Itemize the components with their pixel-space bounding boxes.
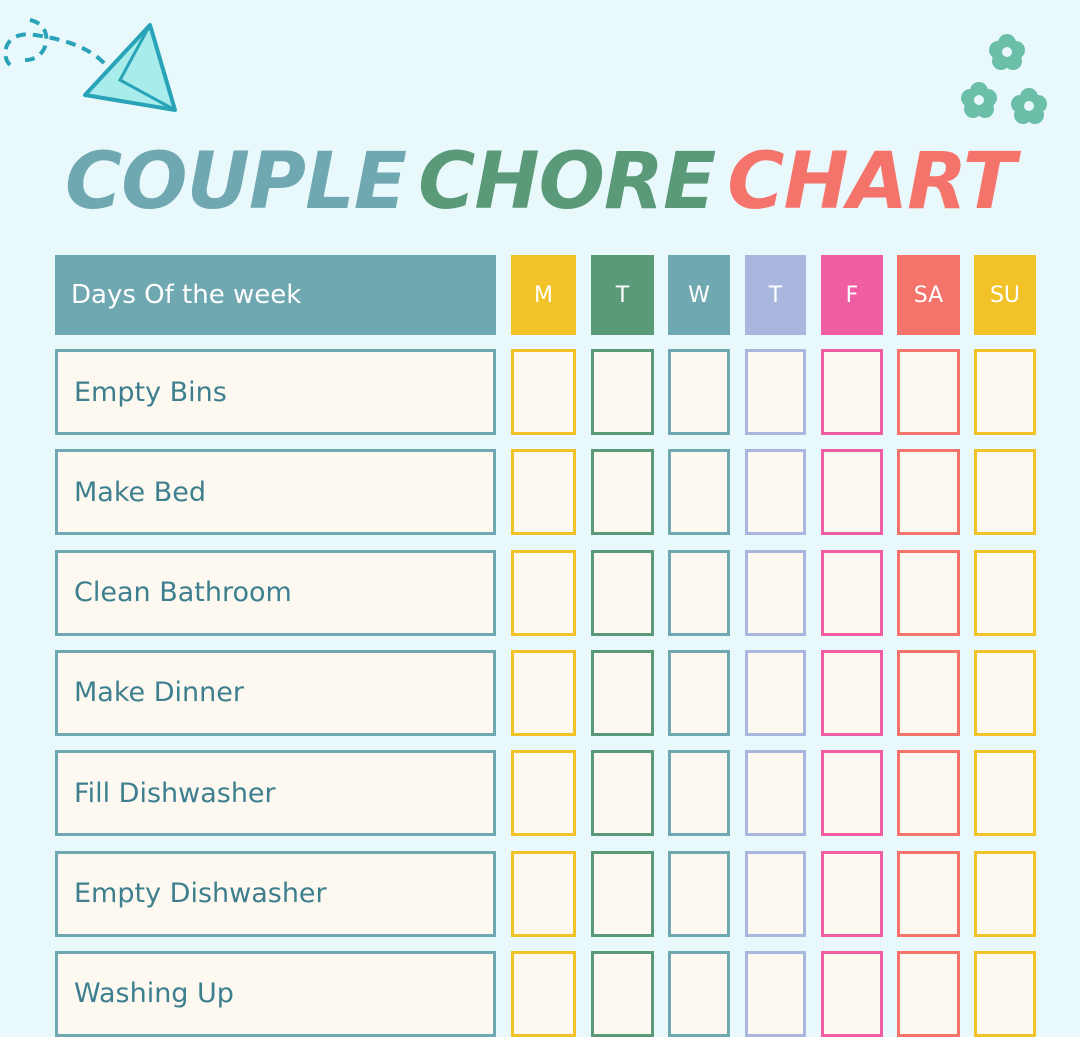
checkbox-cell[interactable] xyxy=(821,449,883,536)
checkbox-cell[interactable] xyxy=(897,850,960,937)
checkbox-cell[interactable] xyxy=(511,549,576,636)
checkbox-cell[interactable] xyxy=(974,549,1036,636)
checkbox-cell[interactable] xyxy=(591,449,654,536)
checkbox-cell[interactable] xyxy=(897,549,960,636)
checkbox-cell[interactable] xyxy=(974,750,1036,837)
checkbox-cell[interactable] xyxy=(591,649,654,736)
checkbox-cell[interactable] xyxy=(821,750,883,837)
checkbox-cell[interactable] xyxy=(591,750,654,837)
checkbox-cell[interactable] xyxy=(511,649,576,736)
day-header: W xyxy=(668,255,730,335)
checkbox-cell[interactable] xyxy=(668,449,730,536)
day-header: SA xyxy=(897,255,960,335)
flowers-icon xyxy=(961,34,1047,124)
checkbox-cell[interactable] xyxy=(668,349,730,435)
header-label: Days Of the week xyxy=(55,255,496,335)
checkbox-cell[interactable] xyxy=(897,449,960,536)
checkbox-cell[interactable] xyxy=(511,449,576,536)
checkbox-cell[interactable] xyxy=(821,850,883,937)
checkbox-cell[interactable] xyxy=(974,349,1036,435)
checkbox-cell[interactable] xyxy=(668,850,730,937)
title-word-chore: CHORE xyxy=(418,137,716,227)
checkbox-cell[interactable] xyxy=(511,850,576,937)
checkbox-cell[interactable] xyxy=(974,449,1036,536)
checkbox-cell[interactable] xyxy=(821,649,883,736)
checkbox-cell[interactable] xyxy=(745,549,806,636)
chore-label: Empty Bins xyxy=(55,349,496,435)
day-header: F xyxy=(821,255,883,335)
day-header: M xyxy=(511,255,576,335)
checkbox-cell[interactable] xyxy=(974,950,1036,1037)
checkbox-cell[interactable] xyxy=(821,549,883,636)
checkbox-cell[interactable] xyxy=(591,349,654,435)
checkbox-cell[interactable] xyxy=(745,850,806,937)
checkbox-cell[interactable] xyxy=(591,549,654,636)
checkbox-cell[interactable] xyxy=(668,950,730,1037)
day-header: SU xyxy=(974,255,1036,335)
checkbox-cell[interactable] xyxy=(897,750,960,837)
checkbox-cell[interactable] xyxy=(591,850,654,937)
checkbox-cell[interactable] xyxy=(821,950,883,1037)
checkbox-cell[interactable] xyxy=(821,349,883,435)
chore-label: Clean Bathroom xyxy=(55,549,496,636)
chore-label: Make Bed xyxy=(55,449,496,536)
checkbox-cell[interactable] xyxy=(668,649,730,736)
checkbox-cell[interactable] xyxy=(668,549,730,636)
checkbox-cell[interactable] xyxy=(974,649,1036,736)
day-header: T xyxy=(745,255,806,335)
checkbox-cell[interactable] xyxy=(745,950,806,1037)
chore-label: Empty Dishwasher xyxy=(55,850,496,937)
title-word-couple: COUPLE xyxy=(65,137,407,227)
paper-plane-icon xyxy=(3,18,177,112)
page-title: COUPLE CHORE CHART xyxy=(0,135,1080,230)
chore-label: Washing Up xyxy=(55,950,496,1037)
checkbox-cell[interactable] xyxy=(668,750,730,837)
checkbox-cell[interactable] xyxy=(897,649,960,736)
checkbox-cell[interactable] xyxy=(745,649,806,736)
chore-label: Make Dinner xyxy=(55,649,496,736)
checkbox-cell[interactable] xyxy=(745,349,806,435)
checkbox-cell[interactable] xyxy=(897,950,960,1037)
title-word-chart: CHART xyxy=(727,137,1016,227)
checkbox-cell[interactable] xyxy=(897,349,960,435)
checkbox-cell[interactable] xyxy=(511,950,576,1037)
checkbox-cell[interactable] xyxy=(591,950,654,1037)
checkbox-cell[interactable] xyxy=(511,750,576,837)
checkbox-cell[interactable] xyxy=(974,850,1036,937)
chore-label: Fill Dishwasher xyxy=(55,750,496,837)
day-header: T xyxy=(591,255,654,335)
checkbox-cell[interactable] xyxy=(511,349,576,435)
checkbox-cell[interactable] xyxy=(745,449,806,536)
checkbox-cell[interactable] xyxy=(745,750,806,837)
